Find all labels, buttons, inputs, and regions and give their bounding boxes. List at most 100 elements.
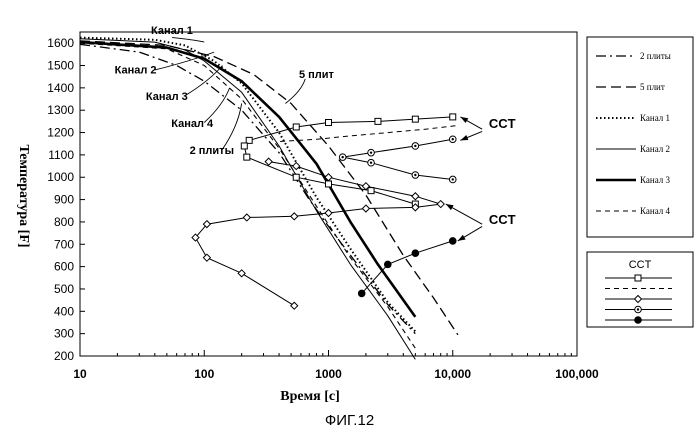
leader-line <box>222 103 243 150</box>
y-tick-label: 900 <box>54 193 74 207</box>
annotation-label: 5 плит <box>299 69 335 81</box>
cct-line-2 <box>279 125 456 142</box>
cct-point <box>361 204 371 213</box>
series-line-1 <box>79 43 416 335</box>
y-axis-ticks: 200 300 400 500 600 700 800 900 1000 1100 1200 1300… <box>47 36 85 363</box>
y-axis-label: Температура [F] <box>16 144 31 247</box>
cct-point <box>202 253 212 262</box>
cct-point <box>292 161 301 171</box>
legend-series: 2 плиты 5 плит Канал 1 Канал 2 Канал 3 Канал … <box>586 36 694 238</box>
cct-point <box>245 136 253 144</box>
cct-point <box>411 115 419 123</box>
cct-point <box>448 237 457 245</box>
cct-point <box>411 249 420 258</box>
cct-point <box>243 153 251 161</box>
y-tick-label: 300 <box>54 327 74 341</box>
y-tick-label: 1100 <box>48 148 74 162</box>
cct-point <box>202 219 212 229</box>
x-tick-label: 10,000 <box>434 367 471 381</box>
cct-point <box>242 213 252 222</box>
series-line-4 <box>79 38 416 360</box>
annotation-label: CCT <box>489 116 516 131</box>
cct-point <box>411 192 420 201</box>
series-line-6 <box>79 42 416 349</box>
y-tick-label: 1200 <box>47 126 74 140</box>
x-tick-label: 100 <box>194 367 214 381</box>
cct-point <box>374 117 382 125</box>
annotation-label: 2 плиты <box>190 145 234 157</box>
legend-box <box>586 36 694 238</box>
cct-point <box>292 123 300 131</box>
cct-point <box>448 175 457 184</box>
x-tick-label: 10 <box>73 367 87 381</box>
leader-line <box>203 87 231 123</box>
cct-point <box>338 153 347 161</box>
annotation-label: Канал 3 <box>146 91 188 103</box>
cct-point <box>290 301 299 310</box>
cct-arrowhead <box>457 234 466 241</box>
annotation-label: Канал 4 <box>171 118 214 130</box>
legend-entry-label: Канал 1 <box>640 113 670 123</box>
y-tick-label: 700 <box>54 237 74 251</box>
cct-arrowhead <box>460 134 469 141</box>
x-tick-label: 1000 <box>315 367 342 381</box>
cct-point <box>325 118 332 126</box>
cct-line-3 <box>194 161 441 307</box>
cct-point <box>240 142 248 150</box>
leader-line <box>171 37 205 43</box>
annotation-label: CCT <box>489 212 516 227</box>
cct-arrowhead <box>445 204 454 211</box>
y-tick-label: 800 <box>54 215 74 229</box>
cct-point <box>633 294 643 304</box>
cct-point <box>367 148 375 157</box>
cct-point <box>324 173 333 182</box>
cct-point <box>237 269 246 278</box>
cct-point <box>411 171 420 179</box>
cct-point <box>634 316 642 324</box>
legend-cct: CCT <box>586 251 694 328</box>
cct-layer <box>191 113 457 310</box>
x-axis-ticks: 10 100 1000 10,000 100,000 <box>73 350 599 381</box>
cct-point <box>383 260 392 269</box>
y-tick-label: 1400 <box>47 81 74 95</box>
annotation-label: Канал 2 <box>115 64 157 76</box>
legend-cct-box <box>586 251 694 328</box>
cct-point <box>411 142 420 150</box>
cct-point <box>292 173 300 181</box>
x-tick-label: 100,000 <box>555 367 599 381</box>
cct-point <box>449 113 457 121</box>
figure-caption: ФИГ.12 <box>324 412 375 429</box>
cct-point <box>264 157 273 166</box>
y-tick-label: 600 <box>54 260 74 274</box>
y-tick-label: 1300 <box>47 103 74 117</box>
cct-point <box>290 212 299 221</box>
cct-point <box>436 199 445 209</box>
cct-point <box>191 233 200 242</box>
cct-point <box>367 187 375 195</box>
cct-point <box>634 274 642 282</box>
legend-entry-label: 5 плит <box>640 82 665 92</box>
cct-line-5 <box>361 240 453 294</box>
y-tick-label: 1600 <box>47 36 74 50</box>
leader-line <box>285 78 306 104</box>
cct-point <box>325 180 332 188</box>
cct-point <box>411 203 420 212</box>
leader-line <box>154 51 215 71</box>
y-tick-label: 1500 <box>47 59 74 73</box>
series-layer <box>79 36 459 360</box>
cct-point <box>367 158 375 167</box>
series-line-2 <box>79 40 459 336</box>
y-tick-label: 500 <box>54 282 74 296</box>
annotations-layer: Канал 1 Канал 2 Канал 3 Канал 4 2 плиты 5 пли… <box>115 25 516 242</box>
legend-entry-label: Канал 2 <box>640 144 670 154</box>
series-line-5 <box>79 40 417 318</box>
leader-line <box>184 65 223 97</box>
cct-line-4 <box>342 138 453 180</box>
cct-point <box>634 305 642 314</box>
cct-point <box>357 289 366 298</box>
legend-entry-label: 2 плиты <box>640 51 671 61</box>
y-tick-label: 400 <box>54 304 74 318</box>
cct-point <box>361 181 371 191</box>
y-tick-label: 1000 <box>47 170 74 184</box>
